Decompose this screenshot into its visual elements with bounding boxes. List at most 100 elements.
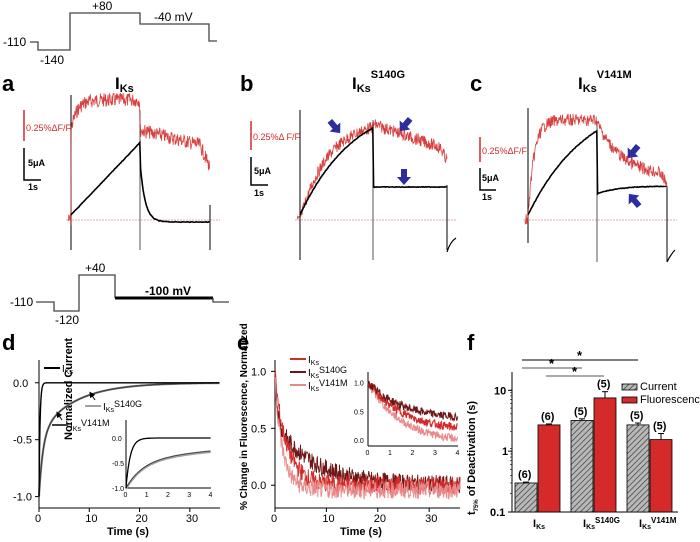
e-ylabel: % Change in Fluorescence, Normalized [239, 323, 250, 510]
d-x-tick-label: 30 [186, 513, 198, 525]
svg-text:Current: Current [640, 381, 677, 393]
d-series-IKs [38, 382, 220, 497]
svg-text:IKsV141M: IKsV141M [308, 378, 347, 393]
e-x-tick-label: 20 [374, 513, 386, 525]
e-inset-y-tick: 0.5 [354, 409, 364, 416]
legend-swatch-fluorescence [621, 396, 638, 404]
svg-text:-100 mV: -100 mV [145, 284, 191, 298]
current-trace [527, 129, 667, 216]
e-y-tick-label: 0.0 [251, 480, 266, 492]
fluorescence-trace [67, 92, 210, 226]
chart-e: % Change in Fluorescence, Normalized Tim… [239, 323, 461, 538]
bar-fluorescence [593, 397, 617, 513]
d-inset-x-tick: 2 [166, 492, 170, 499]
svg-text:IKsV141M: IKsV141M [70, 418, 109, 433]
e-legend: IKs IKsS140G IKsV141M [290, 355, 347, 393]
panel-letter-f: f [467, 330, 475, 355]
n-label: (5) [630, 410, 644, 422]
e-inset: 0 1 2 3 4 1.0 0.5 0.0 [354, 372, 460, 457]
panel-letter-e: e [237, 330, 249, 355]
d-inset-y-tick: 0.0 [112, 436, 122, 443]
d-x-tick-label: 20 [136, 513, 148, 525]
e-inset-x-tick: 4 [456, 450, 460, 457]
svg-text:5μA: 5μA [482, 173, 500, 183]
fluorescence-trace [296, 119, 448, 220]
chart-d: Normalized Current Time (s) 0 10 20 300.0-0… [13, 338, 220, 538]
svg-text:0.25%ΔF/F: 0.25%ΔF/F [26, 123, 72, 133]
e-inset-x-tick: 2 [411, 450, 415, 457]
n-label: (5) [597, 379, 611, 391]
bar-fluorescence [537, 424, 561, 513]
d-inset-series [125, 437, 211, 489]
e-xlabel: Time (s) [340, 526, 382, 538]
svg-text:+40: +40 [85, 261, 106, 275]
e-inset-series [367, 380, 459, 422]
svg-text:IKsS140G: IKsS140G [308, 365, 347, 380]
blue-arrow-icon [628, 193, 642, 209]
e-x-tick-label: 0 [271, 513, 277, 525]
e-inset-series [367, 380, 459, 443]
svg-text:t75% of Deactivation (s): t75% of Deactivation (s) [466, 401, 480, 515]
significance-star: * [577, 348, 583, 363]
svg-text:IKs: IKs [308, 355, 319, 367]
d-xlabel: Time (s) [107, 526, 149, 538]
protocol-top-label: -40 mV [154, 10, 193, 24]
blue-arrow-icon [327, 118, 341, 134]
bar-current [570, 420, 594, 513]
panel-letter-d: d [2, 330, 15, 355]
e-x-tick-label: 30 [425, 513, 437, 525]
e-y-tick-label: 1.0 [251, 366, 266, 378]
svg-text:Fluorescence: Fluorescence [640, 394, 700, 406]
d-inset-series [125, 450, 211, 489]
f-ylabel: t75% of Deactivation (s) [466, 401, 480, 515]
n-label: (5) [653, 421, 667, 433]
f-y-tick-label: 0.1 [490, 507, 505, 519]
e-inset-y-tick: 1.0 [354, 381, 364, 388]
svg-text:5μA: 5μA [28, 158, 46, 168]
svg-text:1s: 1s [254, 188, 264, 198]
scalebars-b: 0.25%Δ F/F 5μA 1s [250, 121, 301, 198]
svg-text:0.25%Δ F/F: 0.25%Δ F/F [253, 132, 301, 142]
current-trace [299, 126, 447, 216]
svg-text:-110: -110 [10, 295, 33, 309]
tail-current [446, 237, 457, 253]
bar-current [514, 482, 538, 513]
protocol-top-label: -140 [40, 53, 64, 67]
d-inset-x-tick: 4 [209, 492, 213, 499]
panel-b-title: IKsS140G [352, 69, 405, 95]
n-label: (6) [541, 411, 555, 423]
scalebars-a: 0.25%ΔF/F 5μA 1s [23, 110, 72, 192]
panel-c-title: IKsV141M [578, 69, 632, 95]
tail-current [666, 249, 676, 263]
bar-current [626, 424, 650, 513]
panel-a-title: IKs [115, 74, 134, 95]
panel-letter-a: a [2, 71, 15, 96]
svg-text:IKsV141M: IKsV141M [578, 69, 632, 95]
svg-text:IKsS140G: IKsS140G [352, 69, 405, 95]
svg-text:-120: -120 [55, 313, 79, 327]
d-inset-x-tick: 1 [145, 492, 149, 499]
d-inset-x-tick: 3 [187, 492, 191, 499]
svg-text:1s: 1s [482, 192, 492, 202]
e-x-tick-label: 10 [322, 513, 334, 525]
f-y-tick-label: 10 [494, 385, 506, 397]
f-y-tick-label: 1 [502, 446, 508, 458]
n-label: (5) [574, 406, 588, 418]
blue-arrow-icon [627, 143, 641, 159]
e-series-IKsV141M [274, 377, 461, 501]
n-label: (6) [518, 469, 532, 481]
voltage-protocol-bottom: -110 -120 +40 -100 mV [10, 261, 229, 327]
e-inset-x-tick: 0 [366, 450, 370, 457]
svg-text:1s: 1s [28, 182, 38, 192]
blue-arrow-icon [397, 169, 411, 185]
svg-text:IKsS140G: IKsS140G [103, 399, 142, 414]
e-inset-series [367, 381, 458, 432]
legend-swatch-current [621, 383, 638, 391]
d-inset-y-tick: -0.5 [112, 461, 124, 468]
e-inset-y-tick: 0.0 [354, 438, 364, 445]
d-y-tick-label: -0.5 [13, 435, 32, 447]
svg-text:5μA: 5μA [254, 166, 272, 176]
category-label: IKsS140G [583, 516, 620, 531]
scalebars-c: 0.25%ΔF/F 5μA 1s [479, 137, 528, 202]
d-legend: IKs IKsS140G IKsV141M [44, 364, 142, 433]
